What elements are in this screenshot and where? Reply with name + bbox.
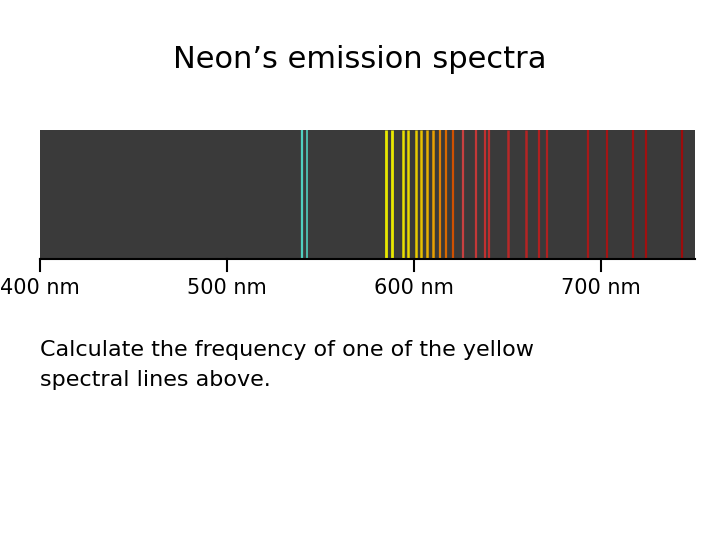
Text: 600 nm: 600 nm <box>374 278 454 298</box>
Text: Calculate the frequency of one of the yellow
spectral lines above.: Calculate the frequency of one of the ye… <box>40 340 534 390</box>
Text: 700 nm: 700 nm <box>562 278 641 298</box>
Text: 500 nm: 500 nm <box>187 278 266 298</box>
Text: Neon’s emission spectra: Neon’s emission spectra <box>174 45 546 74</box>
Bar <box>40 130 695 259</box>
Text: 400 nm: 400 nm <box>0 278 79 298</box>
